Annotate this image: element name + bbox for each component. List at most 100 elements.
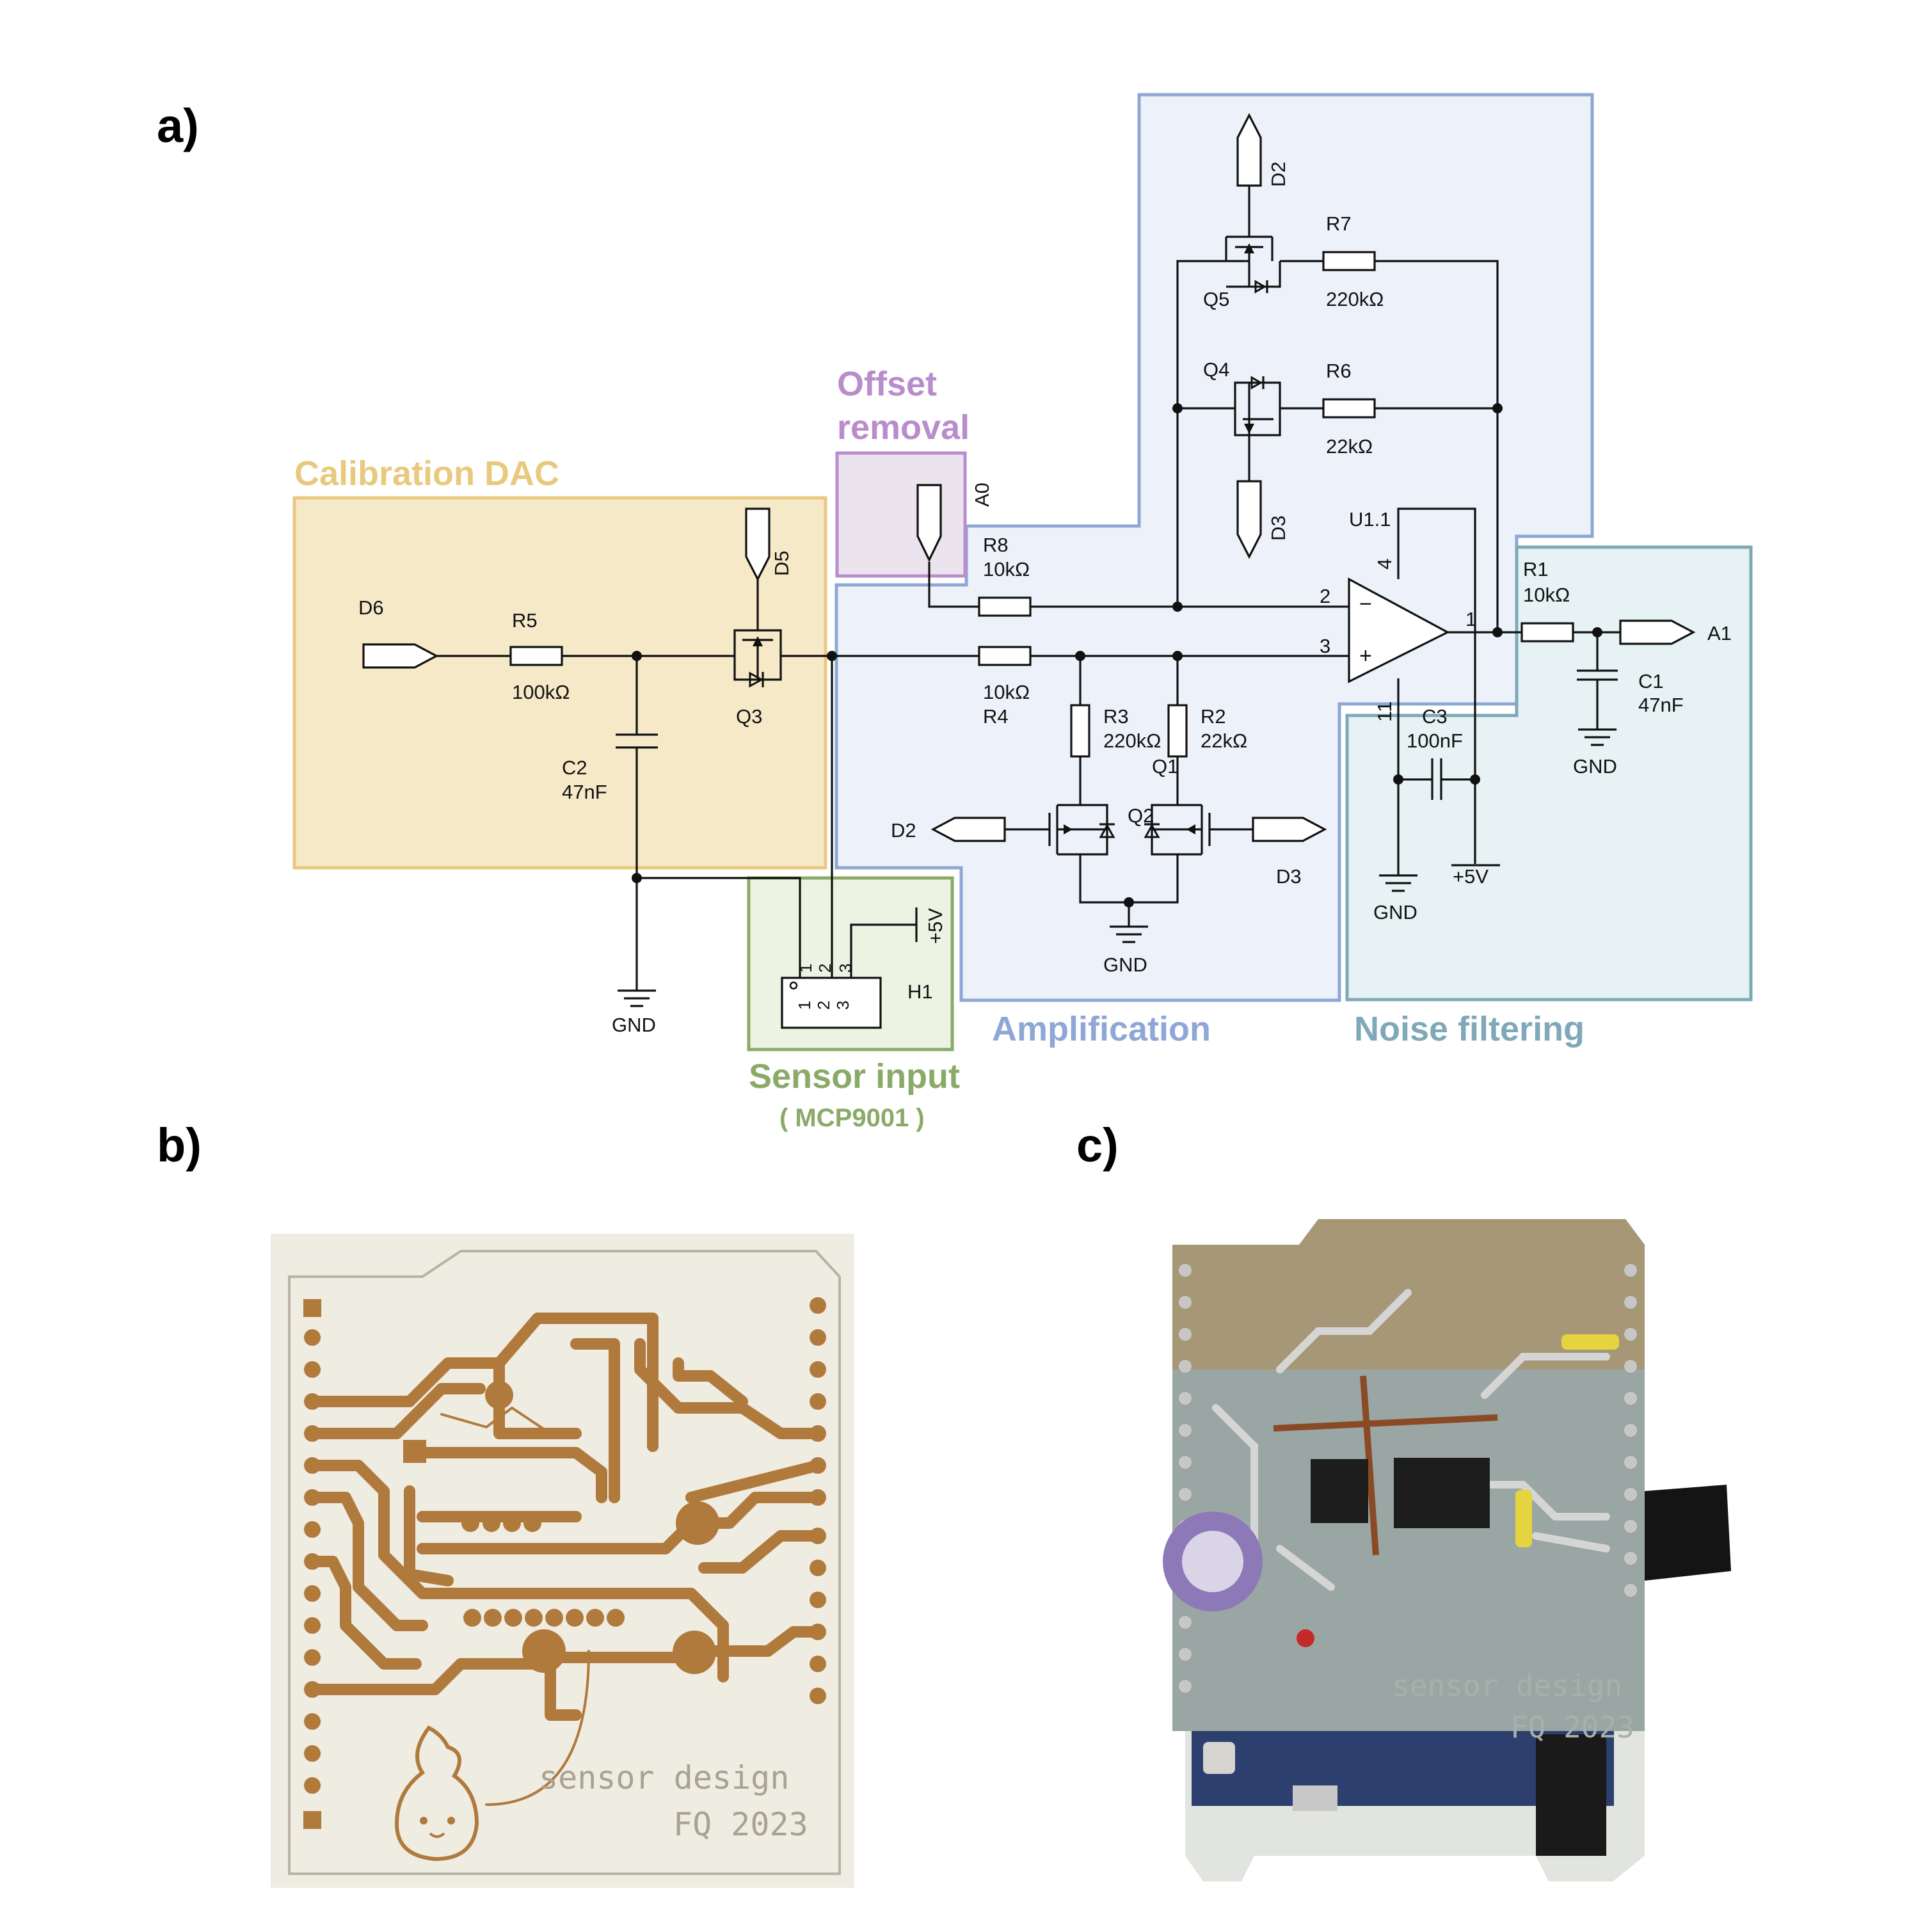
mosfet-q4 xyxy=(1234,376,1281,436)
assembled-board-photo: sensor design FQ 2023 xyxy=(1163,1219,1731,1881)
ground-symbol-q xyxy=(1110,925,1148,943)
board-text-line2: FQ 2023 xyxy=(1510,1710,1634,1744)
label-a1: A1 xyxy=(1707,622,1732,644)
label-d2-top: D2 xyxy=(1267,161,1289,187)
sensor-connector xyxy=(1645,1485,1731,1581)
opamp-pin11: 11 xyxy=(1373,701,1396,722)
offset-title-line2: removal xyxy=(837,408,970,447)
electrolytic-capacitor xyxy=(1163,1512,1263,1611)
opamp-minus: − xyxy=(1359,592,1372,616)
connector-h1 xyxy=(781,966,882,1029)
capacitor-c3 xyxy=(1431,758,1442,800)
label-r5: R5 xyxy=(512,609,538,632)
h1-pin1-body: 1 xyxy=(795,1001,814,1010)
label-r2: R2 xyxy=(1201,705,1226,728)
h1-pin1-top: 1 xyxy=(796,964,815,973)
label-d3-top: D3 xyxy=(1267,515,1289,541)
label-r8-value: 10kΩ xyxy=(983,558,1030,580)
port-d2-top xyxy=(1236,113,1262,187)
label-c3: C3 xyxy=(1422,705,1448,728)
label-r3: R3 xyxy=(1103,705,1129,728)
section-noise-filtering xyxy=(1345,545,1753,1002)
label-d6: D6 xyxy=(358,596,384,619)
label-5v-h1: +5V xyxy=(924,908,946,944)
board-solder-traces xyxy=(1212,1289,1610,1591)
port-d6 xyxy=(362,643,439,669)
label-q1: Q1 xyxy=(1152,755,1178,778)
label-h1: H1 xyxy=(907,980,933,1003)
label-gnd-c1: GND xyxy=(1573,755,1617,778)
label-r3-value: 220kΩ xyxy=(1103,730,1161,752)
resistor-r1 xyxy=(1521,622,1574,643)
capacitor-c1 xyxy=(1577,669,1618,681)
junction-dots xyxy=(632,403,1602,907)
h1-pin3-top: 3 xyxy=(836,964,855,973)
label-gnd-q: GND xyxy=(1103,954,1147,976)
resistor-r7 xyxy=(1322,251,1376,271)
label-r8: R8 xyxy=(983,534,1009,556)
label-r5-value: 100kΩ xyxy=(512,681,570,703)
label-r6: R6 xyxy=(1326,360,1352,382)
label-d5: D5 xyxy=(770,550,793,576)
h1-pin2-body: 2 xyxy=(814,1001,833,1010)
label-gnd-c2: GND xyxy=(612,1014,656,1036)
label-r1-value: 10kΩ xyxy=(1523,584,1570,606)
resistor-r6 xyxy=(1322,398,1376,419)
ground-symbol-u1 xyxy=(1379,874,1417,892)
opamp-pin4: 4 xyxy=(1373,559,1396,570)
port-d5 xyxy=(745,507,770,582)
pcb-traces xyxy=(307,1313,824,1721)
pcb-mascot-drawing xyxy=(394,1725,479,1862)
sensor-input-title: Sensor input xyxy=(749,1057,960,1096)
port-d2-bottom xyxy=(930,817,1006,842)
label-r4: R4 xyxy=(983,705,1009,728)
label-u1: U1.1 xyxy=(1349,508,1391,531)
capacitor-c2 xyxy=(616,733,658,749)
resistor-r3 xyxy=(1070,704,1090,758)
board-text-line1: sensor design xyxy=(1392,1668,1622,1703)
h1-pin2-top: 2 xyxy=(815,964,834,973)
label-r2-value: 22kΩ xyxy=(1201,730,1247,752)
port-a1 xyxy=(1619,619,1696,645)
ground-symbol-c1 xyxy=(1578,728,1617,746)
label-r4-value: 10kΩ xyxy=(983,681,1030,703)
noise-filtering-title: Noise filtering xyxy=(1354,1010,1585,1048)
label-gnd-u1: GND xyxy=(1373,901,1417,923)
resistor-r4 xyxy=(978,646,1032,666)
label-c2-value: 47nF xyxy=(562,781,607,803)
label-r6-value: 22kΩ xyxy=(1326,435,1373,458)
port-d3-top xyxy=(1236,480,1262,559)
mosfet-q1 xyxy=(1048,804,1115,856)
section-offset-removal xyxy=(835,451,967,578)
mosfet-q3 xyxy=(733,602,782,688)
label-c1: C1 xyxy=(1638,670,1664,692)
pcb-text-line1: sensor design xyxy=(539,1759,789,1796)
resistor-r8 xyxy=(978,596,1032,617)
sensor-input-subtitle: ( MCP9001 ) xyxy=(779,1104,925,1132)
opamp-pin2: 2 xyxy=(1320,585,1330,607)
label-a0: A0 xyxy=(971,483,993,507)
label-c3-value: 100nF xyxy=(1407,730,1463,752)
opamp-u1 xyxy=(1348,577,1450,683)
label-r7-value: 220kΩ xyxy=(1326,288,1384,310)
ic-chip-1 xyxy=(1311,1459,1368,1523)
label-c2: C2 xyxy=(562,756,587,779)
h1-pin3-body: 3 xyxy=(833,1001,852,1010)
port-d3-bottom xyxy=(1252,817,1327,842)
mosfet-q2 xyxy=(1144,804,1211,856)
calibration-dac-title: Calibration DAC xyxy=(294,454,559,493)
pcb-text-line2: FQ 2023 xyxy=(673,1806,808,1843)
panel-label-b: b) xyxy=(157,1119,202,1172)
label-d3-bottom: D3 xyxy=(1276,865,1302,888)
ic-chip-2 xyxy=(1394,1458,1490,1528)
label-c1-value: 47nF xyxy=(1638,694,1684,716)
resistor-r2 xyxy=(1167,704,1188,758)
resistor-r5 xyxy=(509,646,563,666)
section-calibration-dac xyxy=(292,496,827,870)
opamp-pin1: 1 xyxy=(1465,608,1476,630)
label-q3: Q3 xyxy=(736,705,762,728)
label-5v-u1: +5V xyxy=(1453,865,1489,888)
ground-symbol-c2 xyxy=(618,989,656,1007)
label-d2-bottom: D2 xyxy=(891,819,916,842)
label-q4: Q4 xyxy=(1203,358,1229,381)
